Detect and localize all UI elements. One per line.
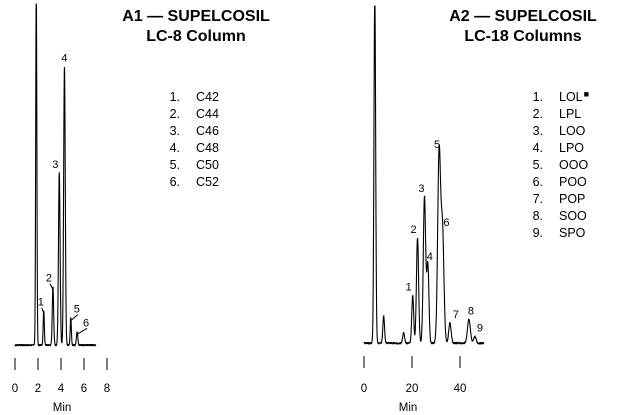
peak-leader (76, 327, 88, 335)
panel-a1-x-axis-label: Min (53, 402, 72, 414)
peak-label: 7 (453, 309, 459, 321)
legend-item: 8. SOO (533, 209, 587, 223)
legend-label: C52 (196, 175, 219, 189)
chromatogram-trace (363, 5, 485, 345)
legend-number: 3. (533, 124, 543, 138)
peak-label: 5 (434, 139, 440, 151)
panel-a2: A2 — SUPELCOSIL LC-18 Columns 1. LOL■ 2.… (361, 5, 597, 414)
legend-number: 8. (533, 209, 543, 223)
peak-label: 6 (443, 217, 449, 229)
panel-a2-legend: 1. LOL■ 2. LPL 3. LOO 4. LPO 5. OOO 6. P… (533, 89, 590, 240)
legend-label: OOO (559, 158, 588, 172)
legend-label: C42 (196, 90, 219, 104)
legend-item: 2. LPL (533, 107, 582, 121)
legend-label: LOL (559, 90, 583, 104)
panel-a2-title: A2 — SUPELCOSIL (449, 8, 597, 25)
legend-item: 5. OOO (533, 158, 589, 172)
legend-label: C50 (196, 158, 219, 172)
svg-text:LOL■: LOL■ (559, 89, 589, 104)
legend-item: 3. LOO (533, 124, 586, 138)
legend-label: SPO (559, 226, 586, 240)
legend-item: 4. C48 (170, 141, 219, 155)
legend-number: 6. (170, 175, 180, 189)
legend-item: 1. C42 (170, 90, 219, 104)
legend-number: 6. (533, 175, 543, 189)
x-tick-label: 8 (104, 383, 110, 395)
legend-number: 9. (533, 226, 543, 240)
x-tick-label: 2 (35, 383, 41, 395)
legend-number: 5. (533, 158, 543, 172)
x-tick-label: 40 (454, 383, 467, 395)
panel-a2-plot: 0 20 40 1 2 3 4 5 6 7 89 (361, 5, 485, 395)
peak-leader (41, 307, 45, 314)
legend-label: SOO (559, 209, 587, 223)
legend-item: 4. LPO (533, 141, 585, 155)
legend-number: 2. (533, 107, 543, 121)
panel-a1-legend: 1. C42 2. C44 3. C46 4. C48 5. C50 6. C5… (170, 90, 219, 189)
peak-label: 1 (38, 297, 44, 309)
peak-label: 8 (468, 305, 474, 317)
peak-label: 1 (406, 282, 412, 294)
legend-label: LOO (559, 124, 586, 138)
peak-label: 2 (410, 224, 416, 236)
legend-label: LPO (559, 141, 584, 155)
legend-number: 3. (170, 124, 180, 138)
panel-a1-subtitle: LC-8 Column (146, 28, 246, 45)
peak-label: 4 (61, 52, 67, 64)
peak-label: 3 (418, 183, 424, 195)
legend-number: 5. (170, 158, 180, 172)
panel-a1: A1 — SUPELCOSIL LC-8 Column 1. C42 2. C4… (12, 3, 270, 414)
legend-number: 7. (533, 192, 543, 206)
peak-leader (70, 314, 79, 321)
chromatogram-trace (14, 3, 97, 347)
legend-marker: ■ (584, 89, 589, 99)
panel-a2-x-axis-label: Min (399, 402, 418, 414)
legend-item: 9. SPO (533, 226, 586, 240)
legend-label: POP (559, 192, 585, 206)
legend-label: POO (559, 175, 587, 189)
x-tick-label: 4 (58, 383, 65, 395)
peak-label: 6 (83, 317, 89, 329)
legend-item: 1. LOL■ (533, 89, 590, 104)
legend-number: 1. (170, 90, 180, 104)
legend-label: C44 (196, 107, 219, 121)
x-tick-label: 0 (12, 383, 18, 395)
legend-item: 5. C50 (170, 158, 219, 172)
x-tick-label: 6 (81, 383, 87, 395)
panel-a2-subtitle: LC-18 Columns (464, 28, 581, 45)
peak-label: 9 (477, 322, 483, 334)
legend-item: 2. C44 (170, 107, 219, 121)
peak-label: 2 (46, 273, 52, 285)
legend-item: 3. C46 (170, 124, 219, 138)
peak-label: 4 (427, 251, 433, 263)
legend-item: 6. POO (533, 175, 587, 189)
x-tick-label: 0 (361, 383, 367, 395)
legend-item: 7. POP (533, 192, 586, 206)
legend-item: 6. C52 (170, 175, 219, 189)
legend-number: 4. (533, 141, 543, 155)
peak-label: 5 (74, 304, 80, 316)
x-tick-label: 20 (406, 383, 419, 395)
legend-label: C48 (196, 141, 219, 155)
legend-label: C46 (196, 124, 219, 138)
legend-label: LPL (559, 107, 581, 121)
legend-number: 2. (170, 107, 180, 121)
peak-leader (49, 283, 54, 290)
peak-label: 3 (52, 159, 58, 171)
panel-a1-title: A1 — SUPELCOSIL (122, 8, 270, 25)
legend-number: 1. (533, 90, 543, 104)
legend-number: 4. (170, 141, 180, 155)
